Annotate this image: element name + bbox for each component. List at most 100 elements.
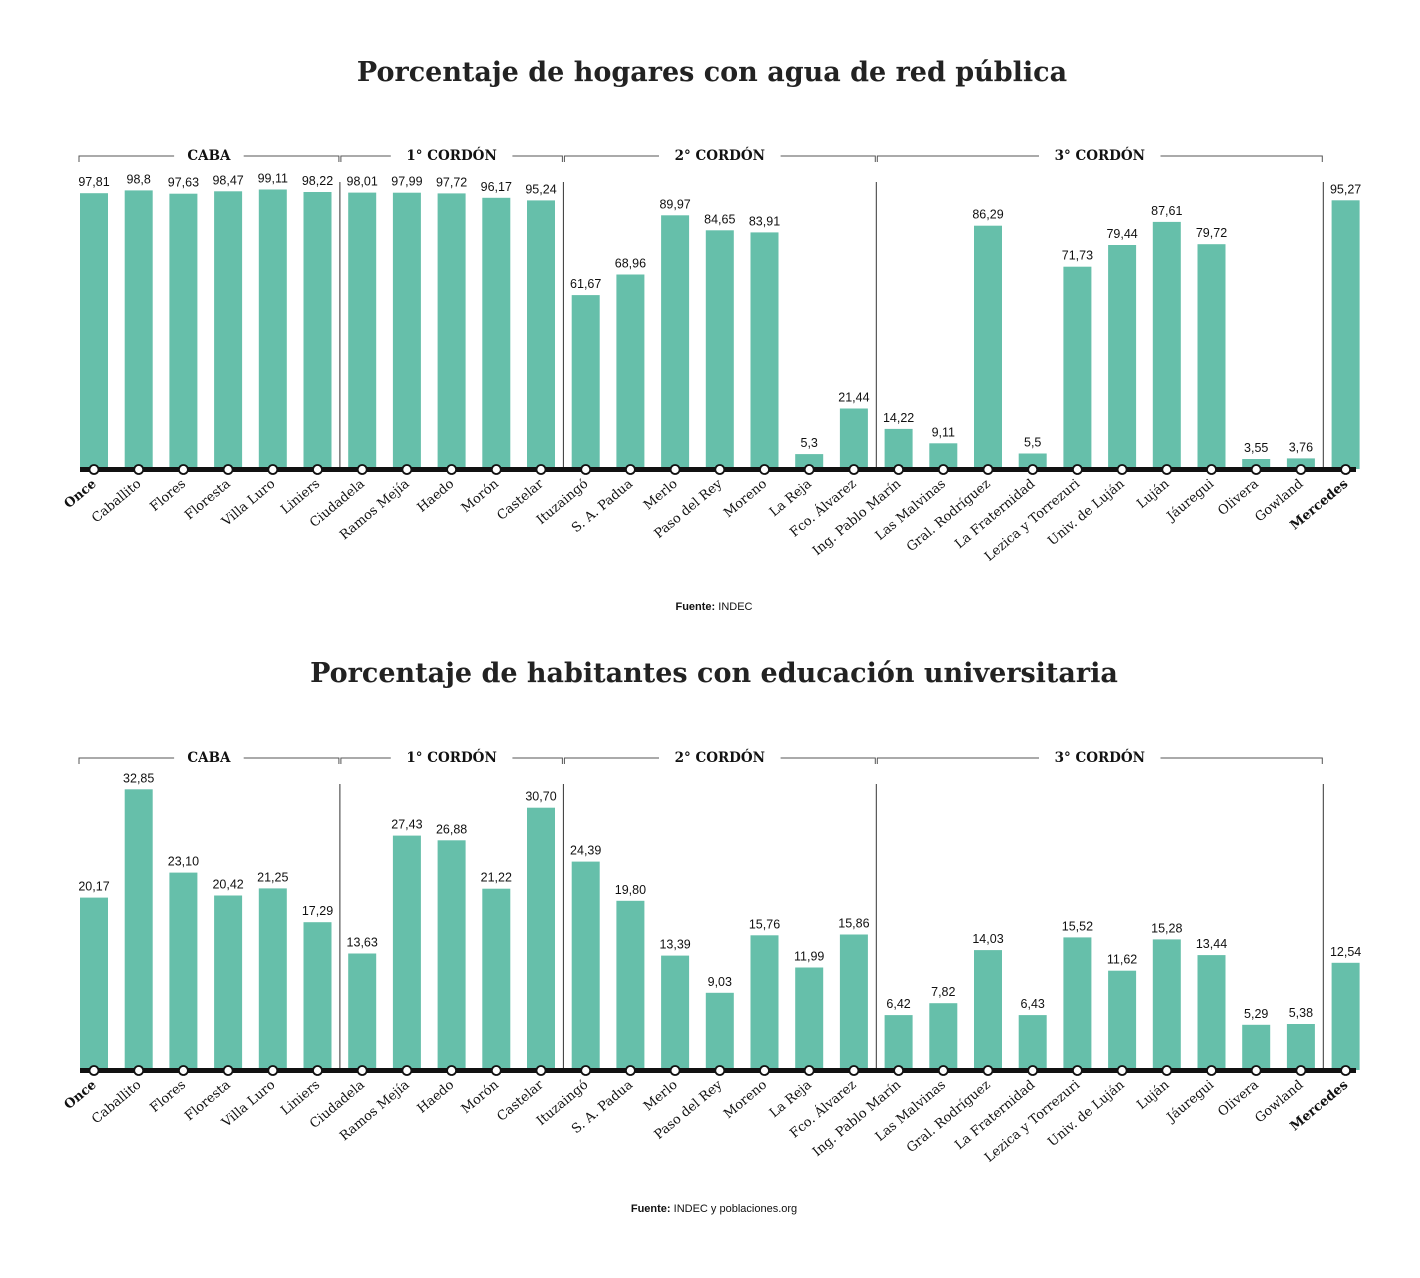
- education-axis-marker-26: [1250, 1065, 1262, 1076]
- water-axis-marker-14: [714, 464, 726, 475]
- education-axis-marker-16: [803, 1065, 815, 1076]
- education-bar-4: [258, 888, 287, 1070]
- education-group-bracket-left-1: [340, 757, 391, 764]
- education-value-label-9: 21,22: [481, 871, 512, 885]
- water-tick-label-15: Moreno: [721, 476, 770, 521]
- water-tick-label-2: Flores: [147, 477, 189, 515]
- education-axis-marker-13: [669, 1065, 681, 1076]
- education-value-label-25: 13,44: [1196, 937, 1227, 951]
- water-group-label-1: 1° CORDÓN: [406, 147, 496, 164]
- water-value-label-7: 97,99: [391, 175, 422, 189]
- water-bar-16: [795, 454, 824, 469]
- education-value-label-8: 26,88: [436, 822, 467, 836]
- education-tick-label-15: Moreno: [721, 1077, 770, 1122]
- water-axis-marker-11: [580, 464, 592, 475]
- education-chart-separators: [339, 784, 1324, 1070]
- water-axis-marker-17: [848, 464, 860, 475]
- education-value-label-14: 9,03: [708, 975, 732, 989]
- water-value-label-9: 96,17: [481, 180, 512, 194]
- water-bar-23: [1108, 245, 1137, 469]
- water-bar-15: [750, 232, 779, 469]
- water-bar-2: [169, 193, 198, 469]
- education-bar-15: [750, 935, 779, 1070]
- water-axis-marker-5: [312, 464, 323, 475]
- education-value-label-3: 20,42: [212, 878, 243, 892]
- water-value-label-24: 87,61: [1151, 204, 1182, 218]
- education-bar-27: [1286, 1024, 1315, 1070]
- education-bar-7: [392, 835, 421, 1070]
- water-axis-marker-24: [1161, 464, 1173, 475]
- water-axis-marker-18: [893, 464, 904, 475]
- water-axis-marker-25: [1206, 464, 1217, 475]
- water-value-label-22: 71,73: [1062, 249, 1093, 263]
- water-value-label-17: 21,44: [838, 391, 869, 405]
- water-tick-label-21: La Fraternidad: [952, 477, 1038, 552]
- water-bar-22: [1063, 266, 1092, 469]
- water-axis-marker-16: [803, 464, 815, 475]
- education-chart-source-key: Fuente:: [631, 1203, 671, 1215]
- education-bar-21: [1018, 1015, 1047, 1070]
- water-group-label-2: 2° CORDÓN: [675, 147, 765, 164]
- water-chart-source-text: INDEC: [718, 601, 752, 613]
- water-value-label-25: 79,72: [1196, 226, 1227, 240]
- water-bar-24: [1152, 221, 1181, 469]
- water-bar-27: [1286, 458, 1315, 469]
- water-tick-label-23: Univ. de Luján: [1045, 476, 1128, 549]
- education-tick-label-24: Luján: [1134, 1077, 1173, 1113]
- water-value-label-5: 98,22: [302, 174, 333, 188]
- water-chart-title: Porcentaje de hogares con agua de red pú…: [357, 57, 1067, 88]
- water-tick-label-25: Jáuregui: [1163, 477, 1217, 526]
- water-axis-marker-10: [535, 464, 547, 475]
- education-chart: Porcentaje de habitantes con educación u…: [62, 658, 1362, 1215]
- education-value-label-23: 11,62: [1107, 953, 1137, 967]
- education-bar-16: [795, 967, 824, 1070]
- education-bar-0: [80, 897, 108, 1070]
- education-bar-1: [124, 789, 153, 1070]
- water-group-bracket-right-3: [1160, 155, 1323, 162]
- education-bar-2: [169, 872, 198, 1070]
- water-group-bracket-right-0: [243, 155, 340, 162]
- education-value-label-18: 6,42: [886, 997, 910, 1011]
- water-value-label-27: 3,76: [1289, 440, 1313, 454]
- education-bar-13: [661, 955, 690, 1070]
- education-group-bracket-right-0: [243, 757, 340, 764]
- education-value-label-19: 7,82: [931, 985, 955, 999]
- education-axis-marker-7: [401, 1065, 413, 1076]
- water-value-label-21: 5,5: [1024, 436, 1041, 450]
- education-axis-marker-23: [1116, 1065, 1128, 1076]
- education-group-label-1: 1° CORDÓN: [406, 749, 496, 766]
- water-bar-6: [348, 192, 377, 469]
- water-axis-marker-1: [133, 464, 145, 475]
- water-axis-marker-0: [88, 464, 100, 475]
- water-value-label-26: 3,55: [1244, 441, 1268, 455]
- water-bar-17: [839, 408, 868, 469]
- water-axis-marker-6: [356, 464, 368, 475]
- education-bar-20: [974, 950, 1002, 1070]
- education-axis-marker-15: [759, 1065, 770, 1076]
- education-axis-marker-6: [356, 1065, 368, 1076]
- water-axis-marker-28: [1340, 464, 1351, 475]
- water-value-label-1: 98,8: [127, 172, 151, 186]
- education-bar-22: [1063, 937, 1092, 1070]
- education-value-label-6: 13,63: [347, 936, 378, 950]
- education-axis-marker-11: [580, 1065, 592, 1076]
- education-value-label-4: 21,25: [257, 870, 288, 884]
- water-bar-9: [482, 197, 511, 470]
- water-value-label-8: 97,72: [436, 175, 467, 189]
- education-bar-18: [884, 1015, 913, 1070]
- water-value-label-10: 95,24: [525, 182, 556, 196]
- water-chart: Porcentaje de hogares con agua de red pú…: [62, 57, 1362, 613]
- education-bar-19: [929, 1003, 958, 1070]
- education-value-label-0: 20,17: [78, 880, 109, 894]
- water-chart-bars: [80, 189, 1360, 470]
- water-chart-separators: [339, 182, 1324, 469]
- water-axis-marker-13: [669, 464, 681, 475]
- water-value-label-4: 99,11: [258, 172, 288, 186]
- education-bar-14: [705, 992, 734, 1070]
- water-bar-0: [80, 193, 108, 469]
- water-axis-marker-8: [446, 464, 458, 475]
- education-axis-marker-2: [177, 1065, 189, 1076]
- education-tick-label-23: Univ. de Luján: [1045, 1077, 1128, 1150]
- water-value-label-13: 89,97: [659, 197, 690, 211]
- education-axis-marker-3: [222, 1065, 234, 1076]
